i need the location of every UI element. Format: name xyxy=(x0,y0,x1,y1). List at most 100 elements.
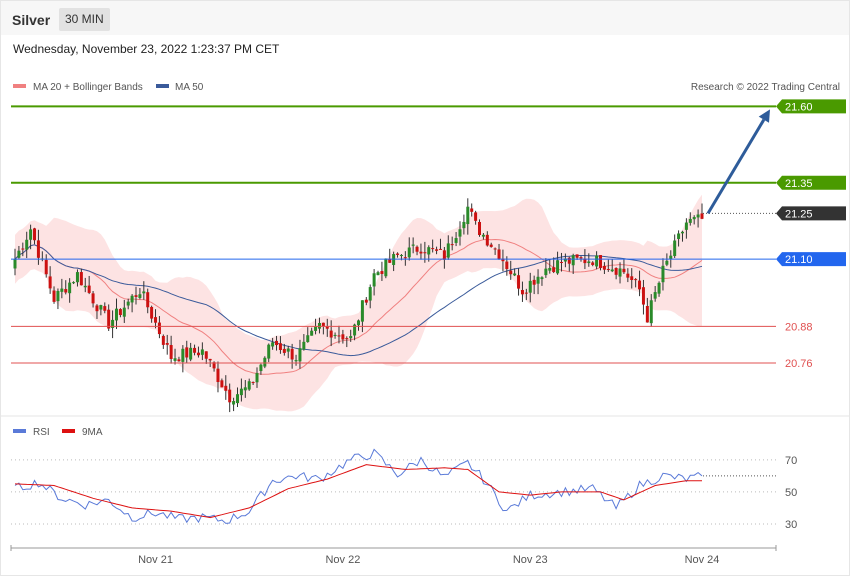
candle-body xyxy=(200,349,204,355)
candle-body xyxy=(29,229,33,240)
timestamp: Wednesday, November 23, 2022 1:23:37 PM … xyxy=(13,42,280,56)
candle-body xyxy=(575,254,579,258)
candle-body xyxy=(310,330,314,336)
candle-body xyxy=(649,300,653,324)
candle-body xyxy=(275,340,279,346)
candle-body xyxy=(661,265,665,283)
level-tag-21.25 xyxy=(776,206,846,221)
candle-body xyxy=(107,309,111,329)
candle-body xyxy=(606,268,610,270)
candle-body xyxy=(481,234,485,237)
candle-body xyxy=(399,255,403,257)
rsi-tick-30: 30 xyxy=(785,519,797,531)
candle-body xyxy=(138,294,142,298)
candle-body xyxy=(208,358,212,361)
candle-body xyxy=(60,288,64,292)
bollinger-bands xyxy=(15,194,702,412)
level-tag-21.10 xyxy=(776,252,846,267)
candle-body xyxy=(610,269,614,272)
candle-body xyxy=(513,273,517,276)
candle-body xyxy=(587,261,591,264)
candle-body xyxy=(314,326,318,331)
candle-body xyxy=(563,258,567,262)
ma50-legend-swatch xyxy=(156,84,169,88)
candle-body xyxy=(388,259,392,263)
candle-body xyxy=(435,249,439,251)
candle-body xyxy=(298,348,302,362)
candle-body xyxy=(259,364,263,372)
x-tick-label: Nov 24 xyxy=(685,554,720,566)
candle-body xyxy=(243,387,247,391)
rsi-ma-legend-swatch xyxy=(62,429,75,433)
research-credit: Research © 2022 Trading Central xyxy=(691,82,840,93)
timeframe-badge[interactable]: 30 MIN xyxy=(59,8,110,31)
candle-body xyxy=(251,382,255,384)
ma20-legend-label: MA 20 + Bollinger Bands xyxy=(33,82,143,93)
level-tag-21.35 xyxy=(776,175,846,190)
level-label-21.10: 21.10 xyxy=(785,254,813,266)
candle-body xyxy=(497,249,501,260)
candle-body xyxy=(255,373,259,383)
candle-body xyxy=(267,344,271,359)
level-label-20.88: 20.88 xyxy=(785,321,813,333)
candle-body xyxy=(376,272,380,276)
candle-body xyxy=(239,388,243,396)
ma20-line xyxy=(14,238,703,375)
candle-body xyxy=(122,307,126,317)
candle-body xyxy=(517,275,521,289)
candle-body xyxy=(696,214,700,218)
candle-body xyxy=(688,218,692,223)
candle-body xyxy=(189,347,193,360)
candle-body xyxy=(302,341,306,350)
candle-body xyxy=(411,244,415,246)
rsi-tick-50: 50 xyxy=(785,487,797,499)
candle-body xyxy=(684,222,688,230)
rsi-ma-legend-label: 9MA xyxy=(82,427,103,438)
candle-body xyxy=(126,301,130,306)
candle-body xyxy=(423,252,427,254)
moving-averages xyxy=(14,238,703,375)
candle-body xyxy=(64,289,68,293)
candle-body xyxy=(56,290,60,302)
candle-body xyxy=(622,268,626,273)
candle-body xyxy=(111,319,115,328)
ma20-legend-swatch xyxy=(13,84,26,88)
candle-body xyxy=(212,362,216,369)
candle-body xyxy=(68,282,72,294)
candle-body xyxy=(626,273,630,278)
candle-body xyxy=(489,244,493,247)
candle-body xyxy=(360,300,364,322)
candle-body xyxy=(99,305,103,310)
candle-body xyxy=(317,322,321,329)
candle-body xyxy=(130,295,134,303)
candle-body xyxy=(329,330,333,338)
candle-body xyxy=(540,277,544,280)
time-axis: Nov 21 Nov 22 Nov 23 Nov 24 xyxy=(10,545,777,566)
ma50-line xyxy=(14,244,703,357)
candle-body xyxy=(454,238,458,243)
candle-body xyxy=(294,360,298,362)
candle-body xyxy=(271,342,275,347)
candle-body xyxy=(75,272,79,283)
candle-body xyxy=(442,250,446,260)
candle-body xyxy=(142,291,146,294)
candle-body xyxy=(669,255,673,260)
candle-body xyxy=(548,267,552,271)
rsi-legend-swatch xyxy=(13,429,26,433)
rsi-legend-label: RSI xyxy=(33,427,50,438)
candle-body xyxy=(25,239,29,250)
candle-body xyxy=(36,240,40,258)
candle-body xyxy=(290,348,294,360)
candle-body xyxy=(431,248,435,250)
candle-body xyxy=(485,234,489,246)
candle-body xyxy=(282,348,286,353)
candle-body xyxy=(44,259,48,275)
candle-body xyxy=(83,285,87,288)
candle-body xyxy=(79,272,83,286)
candle-body xyxy=(700,213,704,219)
candle-body xyxy=(602,265,606,270)
candle-body xyxy=(169,345,173,359)
candle-body xyxy=(450,244,454,246)
candle-body xyxy=(419,251,423,254)
